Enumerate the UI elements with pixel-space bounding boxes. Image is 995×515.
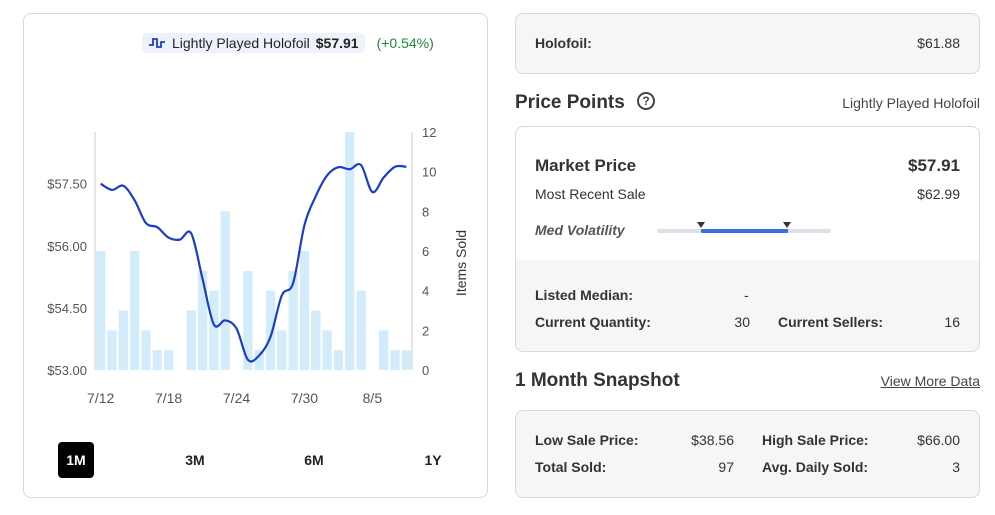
items-sold-bar — [356, 290, 366, 370]
current-quantity-value: 30 — [734, 314, 750, 330]
items-sold-bar — [288, 270, 298, 370]
right-axis-title: Items Sold — [453, 230, 469, 296]
volatility-range — [701, 229, 788, 233]
right-tick-label: 2 — [422, 323, 429, 338]
items-sold-bar — [379, 330, 389, 370]
legend-price: $57.91 — [315, 35, 359, 51]
recent-sale-value: $62.99 — [917, 186, 960, 202]
legend-pill[interactable]: Lightly Played Holofoil $57.91 — [142, 33, 365, 53]
price-line — [100, 163, 407, 363]
x-tick-label: 7/12 — [87, 390, 114, 406]
market-price-value: $57.91 — [908, 156, 960, 175]
snapshot-card: Low Sale Price: $38.56 High Sale Price: … — [515, 410, 980, 498]
view-more-data-link[interactable]: View More Data — [880, 373, 980, 389]
listing-stats-section — [516, 260, 979, 351]
volatility-marker-right — [783, 222, 791, 228]
items-sold-bar — [322, 330, 332, 370]
listed-median-value: - — [744, 287, 749, 303]
items-sold-bar — [186, 310, 196, 370]
low-sale-label: Low Sale Price: — [535, 432, 639, 448]
left-tick-label: $57.50 — [47, 177, 87, 192]
avg-daily-sold-value: 3 — [952, 459, 960, 475]
help-icon[interactable]: ? — [637, 92, 655, 110]
x-tick-label: 7/18 — [155, 390, 182, 406]
items-sold-bar — [209, 290, 219, 370]
items-sold-bar — [390, 350, 400, 370]
right-tick-label: 12 — [422, 125, 436, 140]
x-tick-label: 7/30 — [291, 390, 318, 406]
x-tick-label: 7/24 — [223, 390, 250, 406]
items-sold-bar — [118, 310, 128, 370]
holofoil-value: $61.88 — [917, 35, 960, 51]
items-sold-bar — [345, 132, 355, 370]
current-sellers-value: 16 — [944, 314, 960, 330]
chart-legend: Lightly Played Holofoil $57.91 (+0.54%) — [142, 32, 434, 54]
avg-daily-sold-label: Avg. Daily Sold: — [762, 459, 869, 475]
price-points-condition: Lightly Played Holofoil — [842, 95, 980, 111]
left-tick-label: $53.00 — [47, 363, 87, 378]
total-sold-value: 97 — [718, 459, 734, 475]
items-sold-bar — [277, 330, 287, 370]
holofoil-card: Holofoil: $61.88 — [515, 13, 980, 74]
snapshot-title: 1 Month Snapshot — [515, 370, 680, 391]
right-tick-label: 6 — [422, 244, 429, 259]
listed-median-label: Listed Median: — [535, 287, 634, 303]
right-tick-label: 0 — [422, 363, 429, 378]
right-tick-label: 8 — [422, 204, 429, 219]
items-sold-bar — [96, 251, 106, 370]
items-sold-bar — [254, 350, 264, 370]
items-sold-bar — [152, 350, 162, 370]
left-tick-label: $54.50 — [47, 301, 87, 316]
line-series-icon — [149, 38, 165, 48]
price-chart: $57.50 $56.00 $54.50 $53.00 12 10 8 6 4 2 0 Items S… — [47, 125, 469, 406]
items-sold-bar — [141, 330, 151, 370]
left-tick-label: $56.00 — [47, 239, 87, 254]
total-sold-label: Total Sold: — [535, 459, 607, 475]
legend-label: Lightly Played Holofoil — [172, 35, 310, 51]
right-tick-label: 4 — [422, 284, 429, 299]
range-button-3m[interactable]: 3M — [185, 452, 205, 468]
current-quantity-label: Current Quantity: — [535, 314, 651, 330]
legend-change: (+0.54%) — [376, 35, 434, 51]
items-sold-bar — [107, 330, 117, 370]
price-points-card: Market Price $57.91 Most Recent Sale $62… — [515, 126, 980, 352]
range-button-6m[interactable]: 6M — [304, 452, 324, 468]
volatility-label: Med Volatility — [535, 222, 625, 238]
volatility-marker-left — [697, 222, 705, 228]
items-sold-bar — [163, 350, 174, 370]
high-sale-label: High Sale Price: — [762, 432, 869, 448]
items-sold-bar — [401, 350, 411, 370]
range-button-1m[interactable]: 1M — [58, 442, 94, 478]
items-sold-bar — [311, 310, 321, 370]
items-sold-bar — [197, 270, 208, 370]
high-sale-value: $66.00 — [917, 432, 960, 448]
low-sale-value: $38.56 — [691, 432, 734, 448]
items-sold-bar — [220, 211, 230, 370]
items-sold-bar — [243, 270, 253, 370]
items-sold-bar — [333, 350, 344, 370]
volatility-meter — [657, 222, 831, 233]
recent-sale-label: Most Recent Sale — [535, 186, 646, 202]
right-tick-label: 10 — [422, 165, 436, 180]
items-sold-bar — [129, 251, 140, 370]
current-sellers-label: Current Sellers: — [778, 314, 884, 330]
holofoil-label: Holofoil: — [535, 35, 592, 51]
range-button-1y[interactable]: 1Y — [424, 452, 442, 468]
x-tick-label: 8/5 — [363, 390, 383, 406]
items-sold-bar — [265, 290, 276, 370]
price-points-title: Price Points — [515, 92, 625, 113]
market-price-label: Market Price — [535, 156, 637, 175]
items-sold-bar — [299, 251, 310, 370]
